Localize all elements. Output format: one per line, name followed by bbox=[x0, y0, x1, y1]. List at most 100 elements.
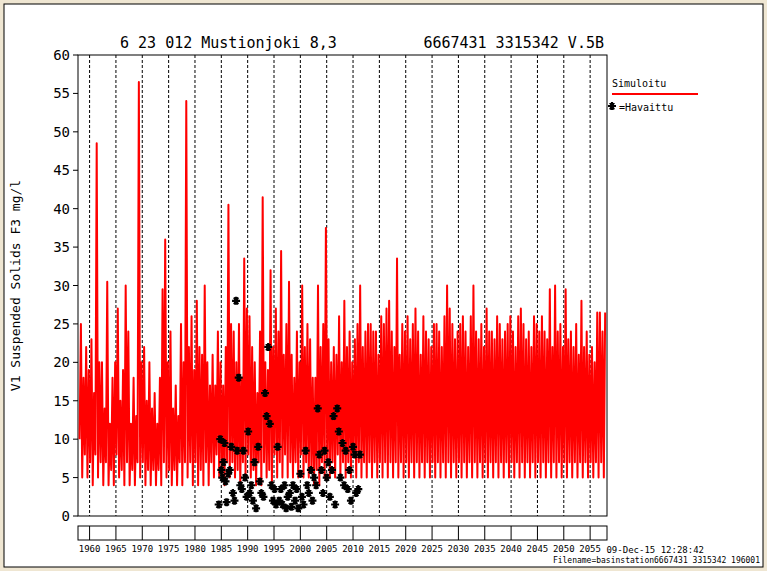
observed-point bbox=[356, 451, 364, 459]
observed-point bbox=[274, 443, 282, 451]
y-tick-label: 10 bbox=[53, 431, 70, 447]
observed-point bbox=[339, 439, 347, 447]
y-tick bbox=[73, 362, 78, 363]
observed-point bbox=[235, 374, 243, 382]
observed-point bbox=[303, 481, 311, 489]
y-tick-label: 30 bbox=[53, 278, 70, 294]
observed-point bbox=[256, 477, 264, 485]
y-tick bbox=[73, 131, 78, 132]
observed-point bbox=[291, 497, 299, 505]
x-tick bbox=[353, 526, 354, 540]
observed-point bbox=[230, 497, 238, 505]
x-tick bbox=[221, 526, 222, 540]
observed-point bbox=[349, 443, 357, 451]
observed-point bbox=[300, 500, 308, 508]
y-tick-label: 40 bbox=[53, 201, 70, 217]
observed-point bbox=[326, 493, 334, 501]
observed-point bbox=[302, 447, 310, 455]
observed-point bbox=[220, 439, 228, 447]
observed-point bbox=[251, 458, 259, 466]
observed-point bbox=[293, 485, 301, 493]
x-tick-label: 2030 bbox=[448, 544, 470, 554]
observed-point bbox=[261, 389, 269, 397]
observed-point bbox=[264, 343, 272, 351]
x-tick bbox=[458, 526, 459, 540]
y-tick bbox=[73, 208, 78, 209]
observed-point bbox=[239, 447, 247, 455]
observed-point bbox=[328, 466, 336, 474]
observed-point bbox=[345, 466, 353, 474]
observed-point bbox=[296, 470, 304, 478]
observed-point bbox=[333, 404, 341, 412]
y-tick bbox=[73, 400, 78, 401]
observed-point bbox=[217, 466, 225, 474]
x-tick-label: 1960 bbox=[79, 544, 101, 554]
x-tick bbox=[300, 526, 301, 540]
y-tick bbox=[73, 516, 78, 517]
x-tick bbox=[247, 526, 248, 540]
y-tick bbox=[73, 439, 78, 440]
observed-point bbox=[223, 498, 231, 506]
observed-point bbox=[232, 297, 240, 305]
observed-point bbox=[215, 500, 223, 508]
observed-point bbox=[249, 497, 257, 505]
plot-area bbox=[80, 82, 606, 512]
observed-point bbox=[342, 447, 350, 455]
legend-label: =Havaittu bbox=[619, 102, 673, 113]
observed-point bbox=[282, 504, 290, 512]
x-tick-label: 2020 bbox=[395, 544, 417, 554]
legend-line bbox=[612, 93, 698, 95]
x-tick-label: 1970 bbox=[131, 544, 153, 554]
legend-label: Simuloitu bbox=[612, 78, 666, 89]
y-tick bbox=[73, 323, 78, 324]
chart: 0510152025303540455055601960196519701975… bbox=[0, 0, 767, 571]
page-background bbox=[4, 4, 763, 567]
observed-point bbox=[324, 458, 332, 466]
observed-point bbox=[246, 489, 254, 497]
outer-frame bbox=[0, 0, 767, 571]
observed-point bbox=[281, 481, 289, 489]
y-tick-label: 35 bbox=[53, 239, 70, 255]
observed-point bbox=[336, 474, 344, 482]
title: 6 23 012 Mustionjoki 8,3 bbox=[120, 34, 337, 52]
y-tick-label: 45 bbox=[53, 162, 70, 178]
observed-point bbox=[229, 489, 237, 497]
observed-point bbox=[344, 485, 352, 493]
x-tick bbox=[563, 526, 564, 540]
observed-point bbox=[308, 497, 316, 505]
x-tick-label: 1975 bbox=[158, 544, 180, 554]
observed-point bbox=[312, 481, 320, 489]
x-tick-label: 1990 bbox=[237, 544, 259, 554]
x-tick bbox=[379, 526, 380, 540]
x-tick bbox=[274, 526, 275, 540]
y-tick bbox=[73, 477, 78, 478]
y-tick-label: 15 bbox=[53, 393, 70, 409]
y-tick-label: 0 bbox=[62, 508, 70, 524]
x-tick bbox=[142, 526, 143, 540]
x-tick-label: 2055 bbox=[579, 544, 601, 554]
y-tick-label: 5 bbox=[62, 470, 70, 486]
observed-point bbox=[222, 477, 230, 485]
x-axis-strip bbox=[78, 526, 607, 540]
observed-point bbox=[254, 443, 262, 451]
x-tick bbox=[115, 526, 116, 540]
observed-point bbox=[263, 412, 271, 420]
y-axis-label: V1 Suspended Solids F3 mg/l bbox=[8, 180, 23, 391]
observed-point bbox=[219, 458, 227, 466]
observed-point bbox=[241, 474, 249, 482]
x-tick bbox=[590, 526, 591, 540]
observed-point bbox=[319, 489, 327, 497]
x-tick-label: 2040 bbox=[500, 544, 522, 554]
observed-point bbox=[259, 493, 267, 501]
observed-point bbox=[314, 404, 322, 412]
x-tick-label: 2000 bbox=[290, 544, 312, 554]
observed-point bbox=[305, 489, 313, 497]
x-tick-label: 2005 bbox=[316, 544, 338, 554]
timestamp: 09-Dec-15 12:28:42 bbox=[606, 545, 704, 555]
x-tick-label: 1995 bbox=[263, 544, 285, 554]
y-tick bbox=[73, 93, 78, 94]
y-tick bbox=[73, 247, 78, 248]
y-tick-label: 55 bbox=[53, 85, 70, 101]
legend-marker bbox=[608, 102, 616, 110]
observed-point bbox=[331, 500, 339, 508]
